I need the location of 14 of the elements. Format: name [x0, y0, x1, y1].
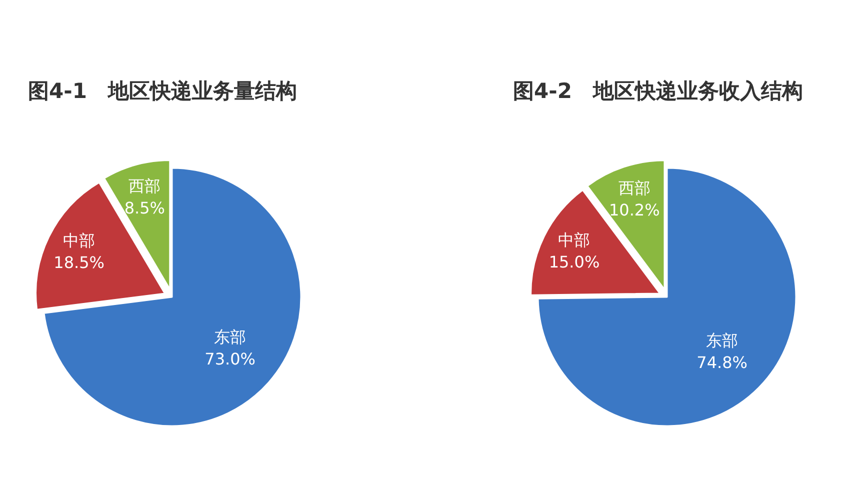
slice-label: 中部: [63, 230, 96, 250]
data-label: 18.5%: [54, 252, 105, 272]
data-label: 10.2%: [608, 200, 660, 220]
data-label: 8.5%: [124, 198, 166, 218]
slice-label: 东部: [214, 328, 246, 347]
slice-label: 西部: [128, 176, 161, 196]
data-label: 73.0%: [204, 350, 256, 369]
chart-title: 图4-2 地区快递业务收入结构: [513, 79, 803, 103]
data-label: 15.0%: [548, 252, 600, 272]
slice-label: 西部: [618, 178, 650, 198]
data-label: 74.8%: [696, 352, 748, 372]
slice-label: 中部: [558, 230, 590, 250]
slice-label: 东部: [706, 330, 738, 350]
chart-title: 图4-1 地区快递业务量结构: [28, 79, 297, 103]
